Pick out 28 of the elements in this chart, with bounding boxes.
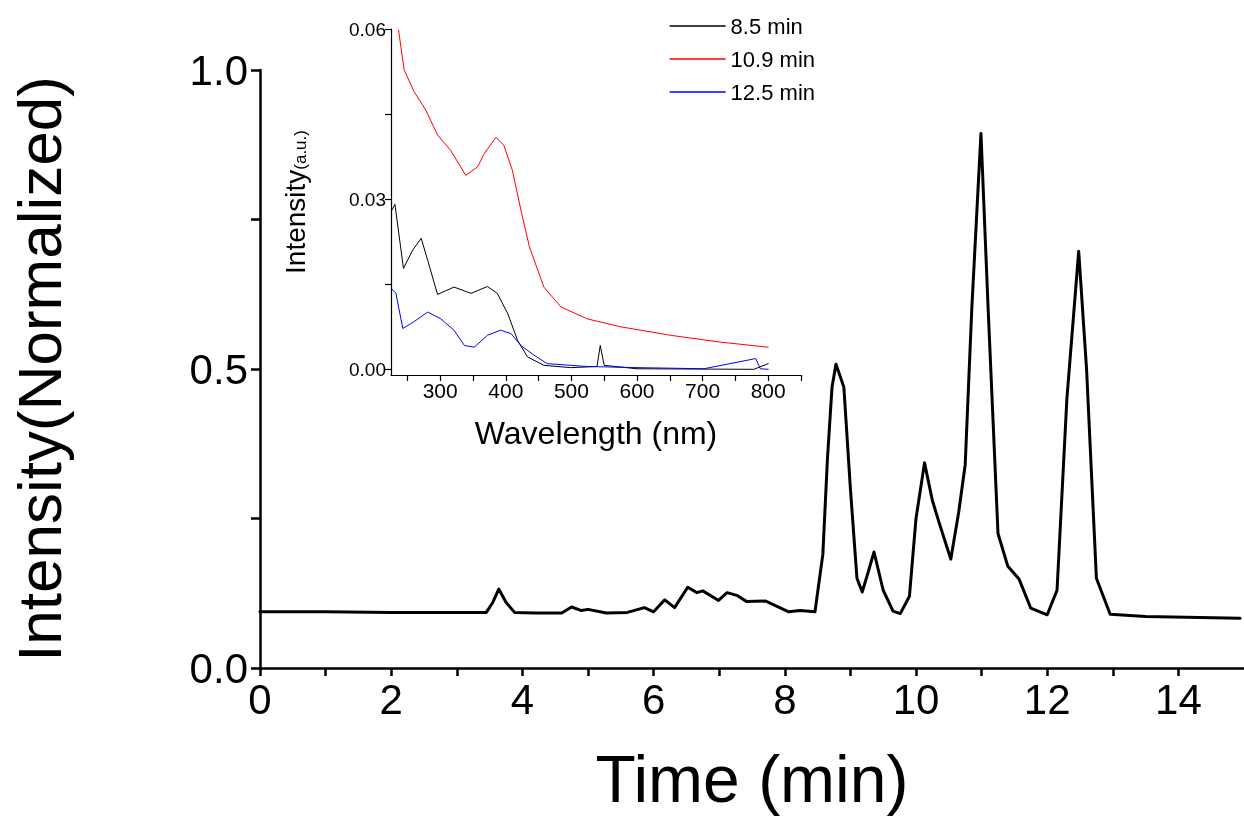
x-tick-label: 14: [1155, 675, 1202, 723]
x-tick-label: 10: [892, 675, 940, 723]
x-axis-title: Wavelength (nm): [474, 415, 718, 451]
y-tick-label: 1.0: [189, 46, 248, 94]
y-tick-label: 0.00: [349, 358, 386, 380]
y-tick-label: 0.03: [349, 188, 386, 210]
x-tick-label: 4: [510, 675, 535, 723]
x-tick-label: 6: [641, 675, 666, 723]
y-tick-label: 0.0: [189, 644, 248, 692]
legend-label: 8.5 min: [730, 13, 803, 39]
x-tick-label: 2: [379, 675, 403, 723]
y-tick-label: 0.06: [349, 18, 386, 40]
legend-label: 12.5 min: [730, 79, 816, 105]
y-axis-title: Intensity(Normalized): [4, 76, 74, 662]
x-tick-label: 700: [685, 379, 721, 402]
x-axis-title: Time (min): [595, 742, 909, 816]
y-tick-label: 0.5: [189, 345, 248, 393]
x-tick-label: 800: [750, 379, 786, 402]
x-tick-label: 0: [248, 675, 272, 723]
y-axis-title: Intensity(a.u.): [279, 130, 311, 274]
legend-label: 10.9 min: [730, 46, 816, 72]
x-tick-label: 8: [773, 675, 797, 723]
x-tick-label: 600: [619, 379, 655, 402]
x-tick-label: 400: [488, 379, 524, 402]
x-tick-label: 12: [1023, 675, 1071, 723]
line-series: [391, 288, 769, 370]
x-tick-label: 500: [553, 379, 589, 402]
x-tick-label: 300: [422, 379, 458, 402]
